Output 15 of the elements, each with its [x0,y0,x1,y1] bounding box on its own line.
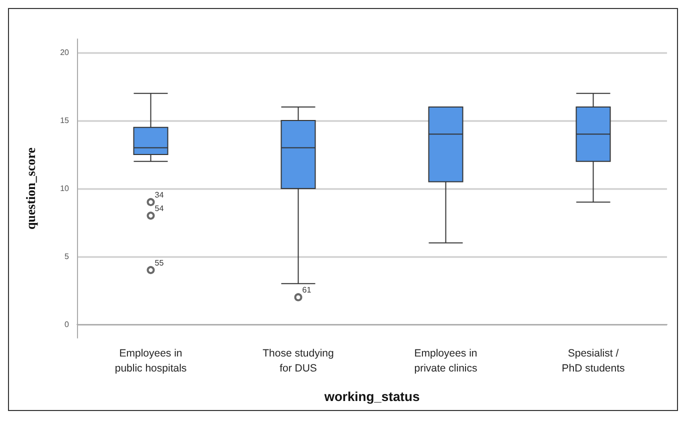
y-tick-label: 20 [60,48,70,58]
x-tick-label: Employees in private clinics [414,348,478,374]
annotation: 61 [302,286,312,295]
y-tick-label: 10 [60,184,70,193]
y-tick-label: 15 [60,116,70,126]
y-tick-label: 5 [64,252,70,261]
annotation: 55 [154,258,164,268]
y-axis-title: question_score [23,147,38,230]
y-tick-label: 0 [64,320,70,329]
annotation: 54 [154,204,164,214]
x-axis-title: working_status [323,389,420,404]
x-tick-label: Those studying for DUS [262,348,334,374]
x-tick-label: Spesialist / PhD students [562,348,625,374]
x-tick-label: Employees in public hospitals [114,348,187,374]
annotation: 34 [154,190,164,200]
